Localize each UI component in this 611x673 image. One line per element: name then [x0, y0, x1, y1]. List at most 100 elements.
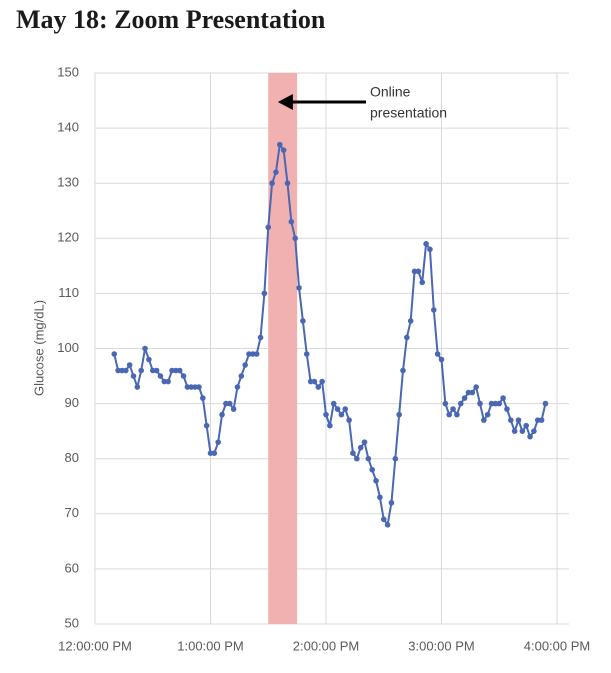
y-tick-label: 70 — [65, 505, 79, 520]
x-tick-label: 1:00:00 PM — [177, 638, 244, 653]
data-point — [469, 389, 476, 396]
data-point — [165, 378, 171, 385]
y-tick-label: 50 — [65, 615, 79, 630]
data-point — [354, 455, 360, 462]
data-point — [126, 362, 133, 368]
data-point — [457, 400, 464, 407]
data-point — [515, 417, 522, 423]
x-tick-label: 3:00:00 PM — [408, 638, 475, 653]
data-point — [496, 400, 503, 407]
data-point — [473, 384, 479, 390]
data-point — [230, 406, 237, 412]
data-point — [196, 384, 202, 390]
data-point — [223, 400, 229, 407]
y-tick-label: 90 — [65, 395, 79, 410]
data-point — [173, 367, 179, 374]
data-point — [454, 411, 460, 418]
data-point — [123, 367, 129, 374]
data-point — [434, 351, 441, 357]
data-point — [115, 367, 121, 374]
data-point — [419, 279, 426, 286]
data-point — [523, 422, 529, 429]
data-point — [142, 345, 148, 352]
data-point — [188, 384, 195, 390]
data-point — [404, 334, 410, 341]
data-point — [450, 406, 456, 412]
data-point — [311, 378, 318, 385]
data-point — [357, 444, 364, 451]
data-point — [130, 373, 137, 379]
data-point — [427, 246, 433, 253]
data-point — [280, 147, 287, 153]
annotation-text: Online — [370, 84, 411, 100]
data-point — [111, 351, 118, 357]
data-point — [488, 400, 495, 407]
data-point — [261, 290, 268, 297]
data-point — [153, 367, 160, 374]
x-tick-label: 2:00:00 PM — [293, 638, 360, 653]
data-point — [146, 356, 152, 363]
data-point — [542, 400, 549, 407]
data-point — [392, 455, 399, 462]
data-point — [242, 362, 248, 368]
annotation-arrowhead — [277, 94, 293, 110]
data-point — [377, 494, 383, 501]
data-point — [161, 378, 168, 385]
data-point — [346, 417, 352, 423]
data-point — [446, 411, 453, 418]
data-point — [211, 450, 218, 456]
data-point — [442, 400, 449, 407]
data-point — [288, 218, 295, 225]
data-point — [315, 384, 322, 390]
data-point — [407, 318, 414, 324]
data-point — [431, 307, 437, 313]
y-tick-label: 60 — [65, 560, 79, 575]
data-point — [411, 268, 418, 275]
data-point — [138, 367, 144, 374]
data-point — [246, 351, 252, 357]
data-point — [438, 356, 445, 363]
data-point — [284, 180, 291, 186]
y-axis-label: Glucose (mg/dL) — [31, 300, 46, 396]
data-point — [373, 477, 379, 484]
data-point — [400, 367, 406, 374]
data-point — [534, 417, 541, 423]
data-point — [238, 373, 245, 379]
annotation-text: presentation — [370, 105, 447, 121]
x-tick-label: 4:00:00 PM — [524, 638, 591, 653]
data-point — [369, 466, 376, 473]
data-point — [134, 384, 141, 390]
data-point — [253, 351, 260, 357]
data-point — [250, 351, 256, 357]
data-point — [327, 422, 333, 429]
data-point — [176, 367, 183, 374]
data-point — [350, 450, 356, 456]
data-point — [492, 400, 499, 407]
data-point — [477, 400, 483, 407]
data-point — [192, 384, 198, 390]
y-tick-label: 110 — [58, 285, 79, 300]
data-point — [184, 384, 191, 390]
y-tick-label: 120 — [57, 230, 79, 245]
data-point — [531, 428, 537, 434]
data-point — [157, 373, 164, 379]
data-point — [149, 367, 156, 374]
data-point — [484, 411, 491, 418]
data-point — [200, 395, 206, 401]
data-point — [500, 395, 506, 401]
data-point — [226, 400, 233, 407]
data-point — [273, 169, 279, 175]
data-point — [203, 422, 210, 429]
data-point — [296, 285, 302, 291]
data-point — [334, 406, 341, 412]
data-point — [307, 378, 314, 385]
data-point — [538, 417, 545, 423]
data-point — [396, 411, 402, 418]
data-point — [415, 268, 422, 275]
data-point — [180, 373, 187, 379]
data-point — [481, 417, 487, 423]
data-point — [504, 406, 510, 412]
highlight-band — [268, 73, 298, 624]
data-point — [269, 180, 275, 186]
